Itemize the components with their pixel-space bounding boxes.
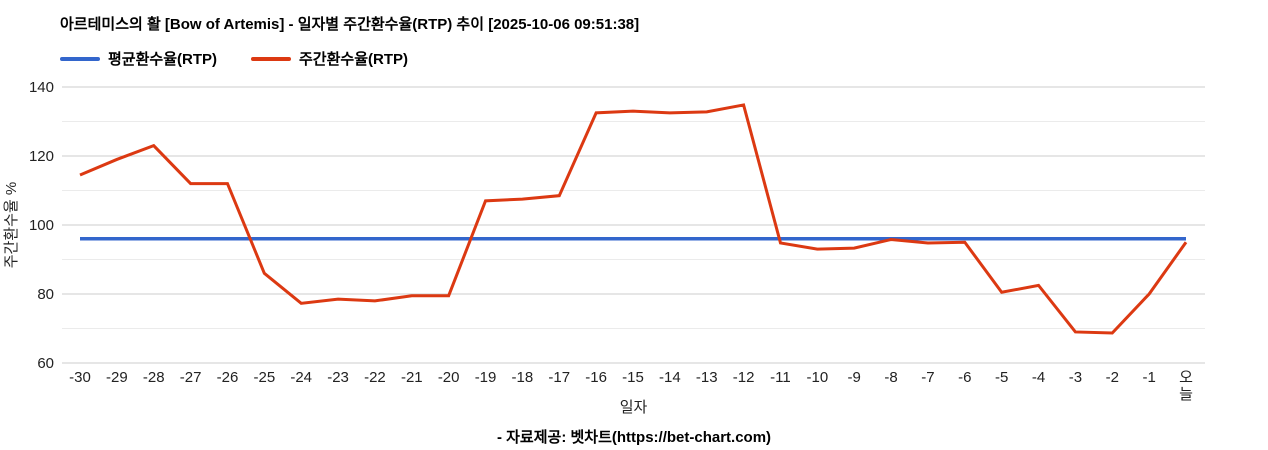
x-tick-label: -26 [217, 369, 239, 386]
x-tick-label: -8 [884, 369, 897, 386]
y-axis-title: 주간환수율 % [3, 182, 20, 269]
x-tick-label: -15 [622, 369, 644, 386]
x-tick-label: -12 [733, 369, 755, 386]
x-tick-label: -30 [69, 369, 91, 386]
y-tick-label: 100 [29, 217, 54, 234]
x-tick-label: -5 [995, 369, 1008, 386]
x-tick-label: -6 [958, 369, 971, 386]
y-tick-label: 120 [29, 148, 54, 165]
weekly-rtp-line [79, 103, 1188, 335]
x-tick-label: -20 [438, 369, 460, 386]
x-tick-label: -27 [180, 369, 202, 386]
x-tick-label: -1 [1142, 369, 1155, 386]
x-tick-labels: -30 -29 -28 -27 -26 -25 -24 -23 -22 -21 -20 -19 -18-… [69, 369, 1193, 403]
y-tick-labels: 60 80 100 120 140 [29, 79, 54, 372]
y-tick-label: 80 [37, 286, 54, 303]
x-tick-label: -17 [548, 369, 570, 386]
x-tick-label: -21 [401, 369, 423, 386]
y-gridlines [62, 86, 1205, 364]
x-tick-label: -9 [848, 369, 861, 386]
y-tick-label: 60 [37, 355, 54, 372]
x-tick-label: -24 [290, 369, 312, 386]
x-tick-label: -10 [806, 369, 828, 386]
x-tick-label: -18 [512, 369, 534, 386]
credit-footer: - 자료제공: 벳차트(https://bet-chart.com) [496, 429, 772, 446]
x-tick-label: -14 [659, 369, 681, 386]
chart-title: 아르테미스의 활 [Bow of Artemis] - 일자별 주간환수율(RT… [60, 16, 640, 33]
x-tick-label: -22 [364, 369, 386, 386]
legend-item-weekly-rtp[interactable]: 주간환수율(RTP) [251, 48, 408, 69]
x-tick-label: -4 [1032, 369, 1045, 386]
x-tick-label: -25 [253, 369, 275, 386]
x-tick-label: -19 [475, 369, 497, 386]
x-tick-label: -3 [1069, 369, 1082, 386]
x-axis-title: 일자 [620, 399, 648, 416]
y-tick-label: 140 [29, 79, 54, 96]
x-tick-label: -11 [770, 369, 791, 386]
legend-label-weekly-rtp: 주간환수율(RTP) [299, 51, 408, 68]
x-tick-label: -13 [696, 369, 718, 386]
average-line-swatch [60, 56, 100, 61]
legend: 평균환수율(RTP) 주간환수율(RTP) [60, 48, 408, 69]
x-tick-label: -2 [1106, 369, 1119, 386]
legend-item-average-rtp[interactable]: 평균환수율(RTP) [60, 48, 217, 69]
x-tick-label: -16 [585, 369, 607, 386]
x-tick-label: -7 [921, 369, 934, 386]
x-tick-label: -23 [327, 369, 349, 386]
legend-label-average-rtp: 평균환수율(RTP) [108, 51, 217, 68]
x-tick-label: -29 [106, 369, 128, 386]
weekly-line-swatch [251, 56, 291, 61]
x-tick-label: -28 [143, 369, 165, 386]
